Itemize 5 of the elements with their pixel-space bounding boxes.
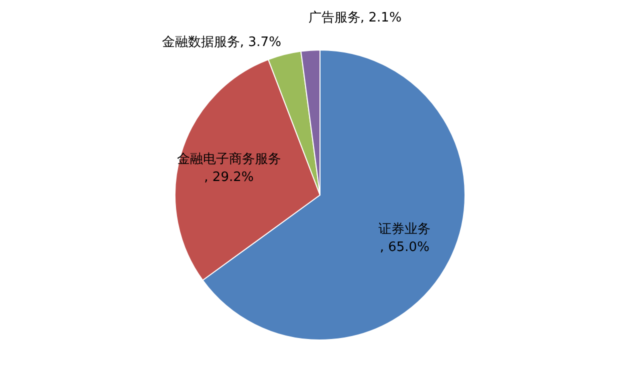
slice-label: 广告服务, 2.1% <box>308 10 402 26</box>
slice-label: 证券业务 <box>378 222 431 238</box>
data-label: , 29.2% <box>204 170 254 185</box>
slice-label: 金融数据服务, 3.7% <box>162 34 282 50</box>
data-label: , 65.0% <box>380 240 430 256</box>
